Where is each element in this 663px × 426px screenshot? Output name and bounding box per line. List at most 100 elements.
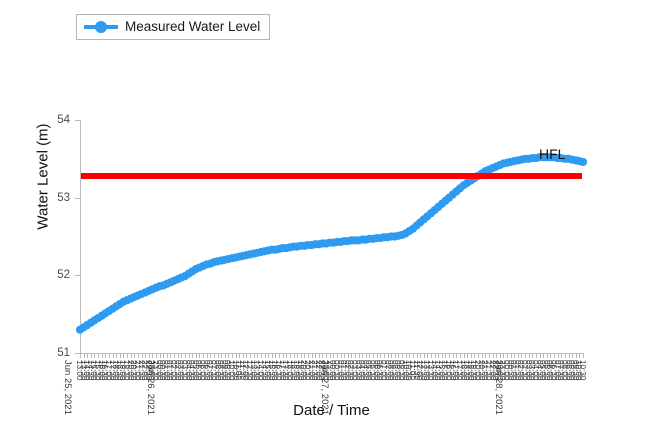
- x-tick-mark: [344, 353, 346, 358]
- x-tick-mark: [199, 353, 201, 358]
- x-tick-mark: [402, 353, 404, 358]
- x-tick-mark: [159, 353, 161, 358]
- x-tick-mark: [488, 353, 490, 358]
- x-tick-mark: [268, 353, 270, 358]
- x-tick-mark: [192, 353, 194, 358]
- x-tick-mark: [119, 353, 121, 358]
- x-tick-mark: [358, 353, 360, 358]
- x-tick-mark: [177, 353, 179, 358]
- x-tick-mark: [239, 353, 241, 358]
- x-tick-mark: [101, 353, 103, 358]
- x-tick-mark: [257, 353, 259, 358]
- x-tick-mark: [449, 353, 451, 358]
- y-tick-label: 53: [57, 191, 70, 204]
- x-tick-mark: [373, 353, 375, 358]
- x-tick-mark: [307, 353, 309, 358]
- x-tick-mark: [184, 353, 186, 358]
- x-tick-mark: [496, 353, 498, 358]
- x-tick-mark: [231, 353, 233, 358]
- x-tick-mark: [470, 353, 472, 358]
- x-tick-mark: [351, 353, 353, 358]
- x-tick-mark: [297, 353, 299, 358]
- x-tick-mark: [174, 353, 176, 358]
- x-tick-mark: [445, 353, 447, 358]
- x-tick-mark: [203, 353, 205, 358]
- x-tick-mark: [130, 353, 132, 358]
- x-tick-mark: [286, 353, 288, 358]
- x-tick-mark: [279, 353, 281, 358]
- y-tick-label: 52: [57, 269, 70, 282]
- x-tick-mark: [148, 353, 150, 358]
- x-tick-mark: [474, 353, 476, 358]
- x-tick-mark: [568, 353, 570, 358]
- y-axis-line: [80, 120, 81, 353]
- legend-label-measured-water-level: Measured Water Level: [125, 19, 261, 35]
- x-tick-mark: [163, 353, 165, 358]
- x-tick-mark: [514, 353, 516, 358]
- x-tick-mark: [347, 353, 349, 358]
- x-tick-mark: [431, 353, 432, 358]
- x-tick-mark: [583, 353, 584, 358]
- hfl-threshold-line: [81, 172, 582, 179]
- x-tick-mark: [293, 353, 295, 358]
- x-tick-mark: [221, 353, 223, 358]
- x-tick-mark: [427, 353, 429, 358]
- x-axis-title: Date / Time: [293, 402, 370, 419]
- x-tick-mark: [572, 353, 574, 358]
- x-tick-mark: [459, 353, 461, 358]
- x-tick-mark: [575, 353, 577, 358]
- x-tick-mark: [228, 353, 230, 358]
- x-tick-mark: [336, 353, 338, 358]
- x-tick-mark: [235, 353, 237, 358]
- x-tick-mark: [369, 353, 371, 358]
- x-tick-mark: [170, 353, 172, 358]
- x-tick-mark: [452, 353, 454, 358]
- x-tick-mark: [561, 353, 563, 358]
- x-tick-mark: [420, 353, 422, 358]
- x-tick-mark: [535, 353, 537, 358]
- x-tick-mark: [289, 353, 291, 358]
- x-tick-date-label: Jun 26, 2021: [145, 360, 157, 415]
- x-tick-mark: [340, 353, 342, 358]
- x-tick-mark: [87, 353, 89, 358]
- x-tick-mark: [224, 353, 226, 358]
- x-tick-mark: [94, 353, 96, 358]
- x-tick-mark: [137, 353, 139, 358]
- x-tick-mark: [318, 353, 320, 358]
- x-tick-mark: [485, 353, 487, 358]
- x-tick-mark: [188, 353, 190, 358]
- x-tick-mark: [546, 353, 548, 358]
- x-tick-mark: [282, 353, 284, 358]
- x-tick-mark: [463, 353, 465, 358]
- x-tick-mark: [315, 353, 317, 358]
- x-tick-mark: [532, 353, 534, 358]
- y-tick-mark: [75, 353, 80, 354]
- x-tick-mark: [438, 353, 440, 358]
- x-tick-mark: [416, 353, 418, 358]
- x-tick-mark: [90, 353, 92, 358]
- x-tick-mark: [333, 353, 335, 358]
- y-tick-mark: [75, 197, 80, 199]
- x-tick-mark: [543, 353, 545, 358]
- x-tick-mark: [441, 353, 443, 358]
- x-tick-mark: [550, 353, 552, 358]
- x-tick-mark: [83, 353, 85, 358]
- x-tick-mark: [434, 353, 436, 358]
- x-tick-mark: [380, 353, 382, 358]
- x-tick-mark: [116, 353, 118, 358]
- x-tick-mark: [554, 353, 556, 358]
- x-tick-mark: [166, 353, 168, 358]
- x-tick-mark: [355, 353, 357, 358]
- x-tick-mark: [467, 353, 469, 358]
- chart-legend[interactable]: Measured Water Level: [76, 14, 271, 40]
- x-tick-mark: [329, 353, 331, 358]
- x-tick-mark: [557, 353, 559, 358]
- x-tick-mark: [134, 353, 136, 358]
- x-tick-mark: [456, 353, 458, 358]
- x-tick-date-label: Jun 28, 2021: [492, 360, 504, 415]
- x-tick-mark: [127, 353, 129, 358]
- x-tick-mark: [271, 353, 273, 358]
- x-tick-mark: [123, 353, 125, 358]
- x-tick-mark: [564, 353, 566, 358]
- x-tick-mark: [98, 353, 100, 358]
